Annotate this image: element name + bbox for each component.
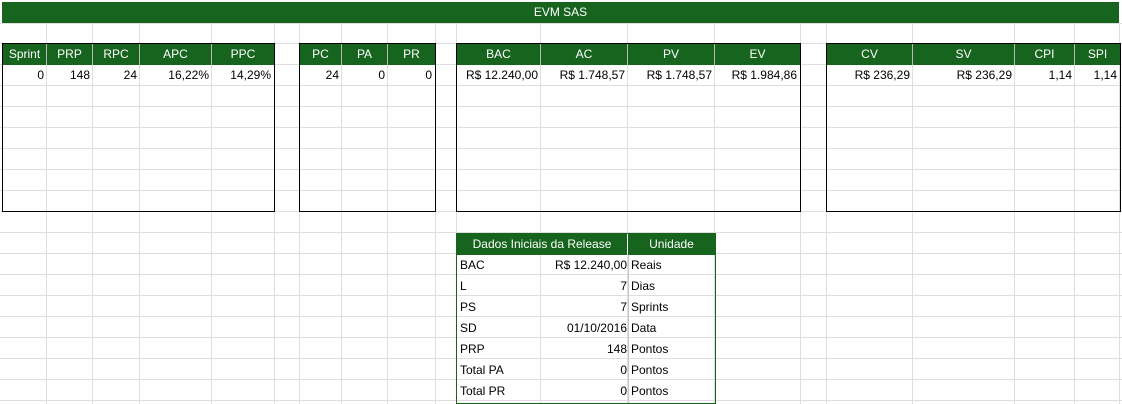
col-release-data[interactable]: Dados Iniciais da Release — [457, 234, 628, 255]
col-sv[interactable]: SV — [913, 44, 1015, 65]
release-row: PS 7 Sprints — [457, 297, 715, 318]
release-row: BAC R$ 12.240,00 Reais — [457, 255, 715, 276]
col-prp[interactable]: PRP — [47, 44, 93, 65]
col-pa[interactable]: PA — [342, 44, 388, 65]
points-header: PC PA PR — [300, 44, 435, 65]
cell-cpi[interactable]: 1,14 — [1048, 68, 1072, 82]
release-row-value[interactable]: R$ 12.240,00 — [554, 258, 627, 272]
earned-value-header: BAC AC PV EV — [457, 44, 800, 65]
release-row-unit[interactable]: Pontos — [631, 384, 669, 398]
release-row-label[interactable]: Total PR — [460, 384, 506, 398]
release-row-label[interactable]: Total PA — [460, 363, 504, 377]
cell-ev[interactable]: R$ 1.984,86 — [731, 68, 797, 82]
release-row-unit[interactable]: Sprints — [631, 300, 669, 314]
col-pc[interactable]: PC — [300, 44, 342, 65]
points-table: PC PA PR 24 0 0 — [299, 43, 436, 212]
col-rpc[interactable]: RPC — [93, 44, 140, 65]
release-row-label[interactable]: BAC — [460, 258, 485, 272]
col-apc[interactable]: APC — [140, 44, 212, 65]
col-release-unit[interactable]: Unidade — [649, 237, 694, 251]
sprint-progress-table: Sprint PRP RPC APC PPC 0 148 24 16,22% 1… — [2, 43, 275, 212]
release-row-label[interactable]: L — [460, 279, 467, 293]
release-row-label[interactable]: PRP — [460, 342, 485, 356]
release-row-unit[interactable]: Reais — [631, 258, 662, 272]
release-info-table: Dados Iniciais da Release Unidade BAC R$… — [456, 233, 716, 404]
cell-cv[interactable]: R$ 236,29 — [854, 68, 910, 82]
col-cpi[interactable]: CPI — [1015, 44, 1075, 65]
release-row-unit[interactable]: Pontos — [631, 363, 669, 377]
release-row-value[interactable]: 0 — [620, 384, 627, 398]
release-row-value[interactable]: 148 — [606, 342, 627, 356]
col-cv[interactable]: CV — [827, 44, 913, 65]
release-row-value[interactable]: 0 — [620, 363, 627, 377]
col-ev[interactable]: EV — [749, 47, 766, 61]
release-column-divider — [628, 255, 629, 403]
release-row-unit[interactable]: Data — [631, 321, 657, 335]
cell-ac[interactable]: R$ 1.748,57 — [559, 68, 625, 82]
cell-pv[interactable]: R$ 1.748,57 — [646, 68, 712, 82]
release-row: Total PA 0 Pontos — [457, 360, 715, 381]
cell-sv[interactable]: R$ 236,29 — [956, 68, 1012, 82]
release-row-label[interactable]: SD — [460, 321, 477, 335]
cell-spi[interactable]: 1,14 — [1093, 68, 1117, 82]
col-sprint[interactable]: Sprint — [3, 44, 47, 65]
cell-pc[interactable]: 24 — [325, 68, 339, 82]
col-pv[interactable]: PV — [628, 44, 715, 65]
release-row-value[interactable]: 01/10/2016 — [566, 321, 627, 335]
release-row-value[interactable]: 7 — [620, 300, 627, 314]
cell-pr[interactable]: 0 — [425, 68, 432, 82]
variance-header: CV SV CPI SPI — [827, 44, 1120, 65]
sprint-progress-header: Sprint PRP RPC APC PPC — [3, 44, 274, 65]
variance-table: CV SV CPI SPI R$ 236,29 R$ 236,29 1,14 1… — [826, 43, 1121, 212]
col-spi[interactable]: SPI — [1087, 47, 1108, 61]
release-row: PRP 148 Pontos — [457, 339, 715, 360]
release-row-value[interactable]: 7 — [620, 279, 627, 293]
cell-prp[interactable]: 148 — [69, 68, 90, 82]
release-row: SD 01/10/2016 Data — [457, 318, 715, 339]
sheet-title[interactable]: EVM SAS — [2, 2, 1119, 23]
cell-pa[interactable]: 0 — [378, 68, 385, 82]
col-bac[interactable]: BAC — [457, 44, 541, 65]
cell-apc[interactable]: 16,22% — [168, 68, 209, 82]
cell-bac[interactable]: R$ 12.240,00 — [465, 68, 538, 82]
cell-rpc[interactable]: 24 — [123, 68, 137, 82]
release-row-unit[interactable]: Pontos — [631, 342, 669, 356]
earned-value-table: BAC AC PV EV R$ 12.240,00 R$ 1.748,57 R$… — [456, 43, 801, 212]
col-ppc[interactable]: PPC — [230, 47, 256, 61]
release-info-header: Dados Iniciais da Release Unidade — [457, 234, 715, 255]
cell-ppc[interactable]: 14,29% — [230, 68, 271, 82]
release-row-unit[interactable]: Dias — [631, 279, 656, 293]
release-row: Total PR 0 Pontos — [457, 381, 715, 402]
col-pr[interactable]: PR — [403, 47, 420, 61]
col-ac[interactable]: AC — [541, 44, 628, 65]
cell-sprint[interactable]: 0 — [37, 68, 44, 82]
release-row-label[interactable]: PS — [460, 300, 477, 314]
release-row: L 7 Dias — [457, 276, 715, 297]
